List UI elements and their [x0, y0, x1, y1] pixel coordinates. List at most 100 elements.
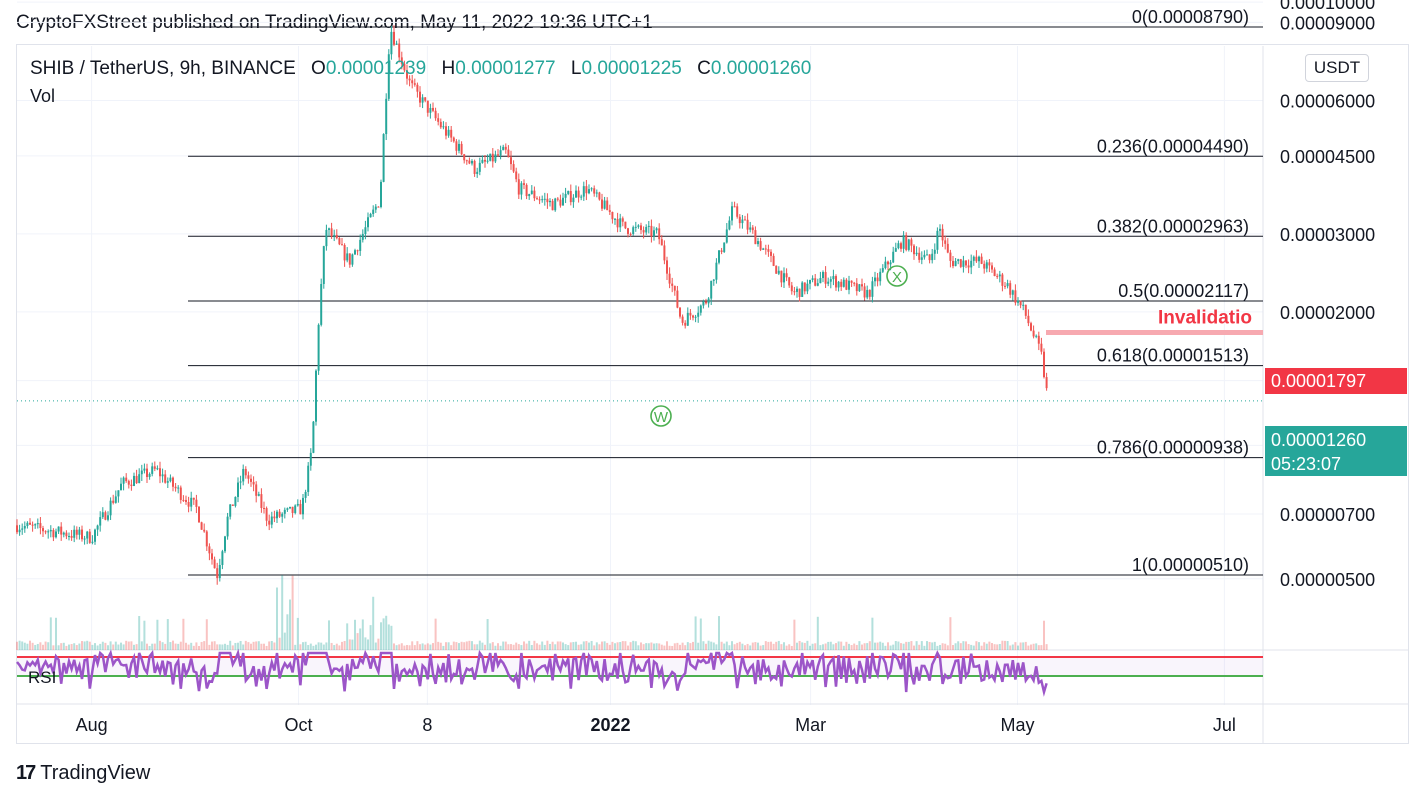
candle-body	[239, 481, 242, 483]
volume-bar	[49, 617, 52, 650]
candle-body	[962, 260, 965, 267]
candle-body	[393, 31, 395, 45]
candle-body	[720, 250, 723, 252]
candle-body	[998, 274, 1001, 277]
candle-body	[868, 289, 871, 297]
volume-bar	[122, 644, 125, 650]
volume-bar	[866, 643, 869, 650]
candle-body	[603, 200, 606, 209]
volume-bar	[169, 642, 172, 650]
volume-bar	[738, 641, 741, 650]
volume-bar	[416, 641, 419, 650]
volume-bar	[840, 641, 843, 650]
tradingview-logo-icon: 17	[16, 762, 36, 784]
volume-bar	[426, 643, 429, 650]
currency-button[interactable]: USDT	[1305, 54, 1369, 82]
candle-body	[988, 262, 991, 266]
volume-bar	[861, 644, 863, 650]
volume-bar	[829, 641, 832, 650]
candle-body	[632, 227, 635, 234]
volume-bar	[372, 596, 375, 650]
candle-body	[733, 206, 736, 208]
symbol-name[interactable]: SHIB / TetherUS, 9h, BINANCE	[30, 58, 296, 79]
candle-body	[398, 43, 401, 58]
volume-bar	[234, 642, 237, 650]
volume-bar	[978, 642, 980, 650]
candle-body	[73, 529, 76, 538]
candle-body	[198, 506, 200, 523]
candle-body	[671, 283, 674, 286]
candle-body	[156, 468, 159, 470]
volume-bar	[608, 644, 611, 650]
volume-bar	[434, 618, 437, 650]
volume-bar	[354, 619, 356, 650]
volume-bar	[380, 622, 382, 650]
volume-bar	[299, 644, 302, 650]
volume-bar	[39, 642, 42, 650]
candle-body	[395, 43, 398, 45]
candle-body	[679, 307, 681, 317]
candle-body	[822, 272, 824, 279]
x-tick-label: 8	[422, 715, 432, 735]
open-key: O	[311, 58, 326, 79]
volume-bar	[601, 641, 603, 650]
candle-body	[593, 188, 596, 194]
volume-bar	[515, 642, 518, 650]
rsi-label[interactable]: RSI	[28, 668, 57, 687]
volume-bar	[387, 624, 390, 650]
volume-bar	[307, 645, 310, 650]
chart-frame[interactable]	[16, 44, 1409, 744]
candle-body	[884, 261, 887, 269]
candle-body	[725, 229, 728, 243]
volume-bar	[107, 645, 109, 650]
candle-body	[439, 121, 442, 128]
volume-bar	[395, 645, 398, 650]
candle-body	[317, 324, 320, 371]
volume-bar	[653, 643, 655, 650]
candle-body	[250, 478, 252, 482]
volume-bar	[112, 644, 115, 650]
candle-body	[421, 97, 424, 103]
volume-bar	[62, 642, 65, 650]
volume-bar	[884, 645, 887, 650]
candle-body	[832, 276, 835, 280]
tradingview-logo[interactable]: 17 TradingView	[16, 762, 150, 785]
candle-body	[876, 277, 879, 282]
candle-body	[642, 230, 645, 233]
bar-countdown: 05:23:07	[1271, 454, 1342, 474]
candle-body	[564, 193, 567, 198]
volume-label[interactable]: Vol	[30, 86, 56, 106]
candle-body	[447, 129, 450, 136]
candle-body	[637, 225, 640, 227]
volume-bar	[980, 645, 983, 650]
candle-body	[590, 188, 593, 190]
close-key: C	[697, 58, 711, 79]
candle-body	[762, 248, 765, 250]
volume-bar	[60, 643, 63, 650]
candle-body	[853, 282, 856, 284]
candle-body	[172, 477, 174, 487]
candle-body	[452, 137, 455, 142]
candle-body	[374, 206, 377, 210]
volume-bar	[936, 645, 939, 650]
volume-bar	[512, 644, 515, 650]
volume-bar	[16, 641, 18, 650]
y-tick-label: 0.00004500	[1280, 147, 1375, 167]
volume-bar	[99, 643, 102, 650]
volume-bar	[177, 643, 180, 650]
volume-bar	[44, 641, 47, 650]
candle-body	[502, 146, 505, 151]
volume-bar	[179, 641, 182, 650]
candle-body	[96, 525, 99, 530]
candle-body	[538, 199, 541, 201]
volume-bar	[543, 644, 546, 650]
candle-body	[744, 219, 746, 221]
candle-body	[179, 487, 182, 500]
volume-bar	[619, 642, 622, 650]
volume-bar	[270, 641, 273, 650]
candle-body	[1022, 304, 1025, 306]
candle-body	[533, 190, 536, 199]
candle-body	[221, 551, 224, 565]
volume-bar	[304, 641, 307, 650]
